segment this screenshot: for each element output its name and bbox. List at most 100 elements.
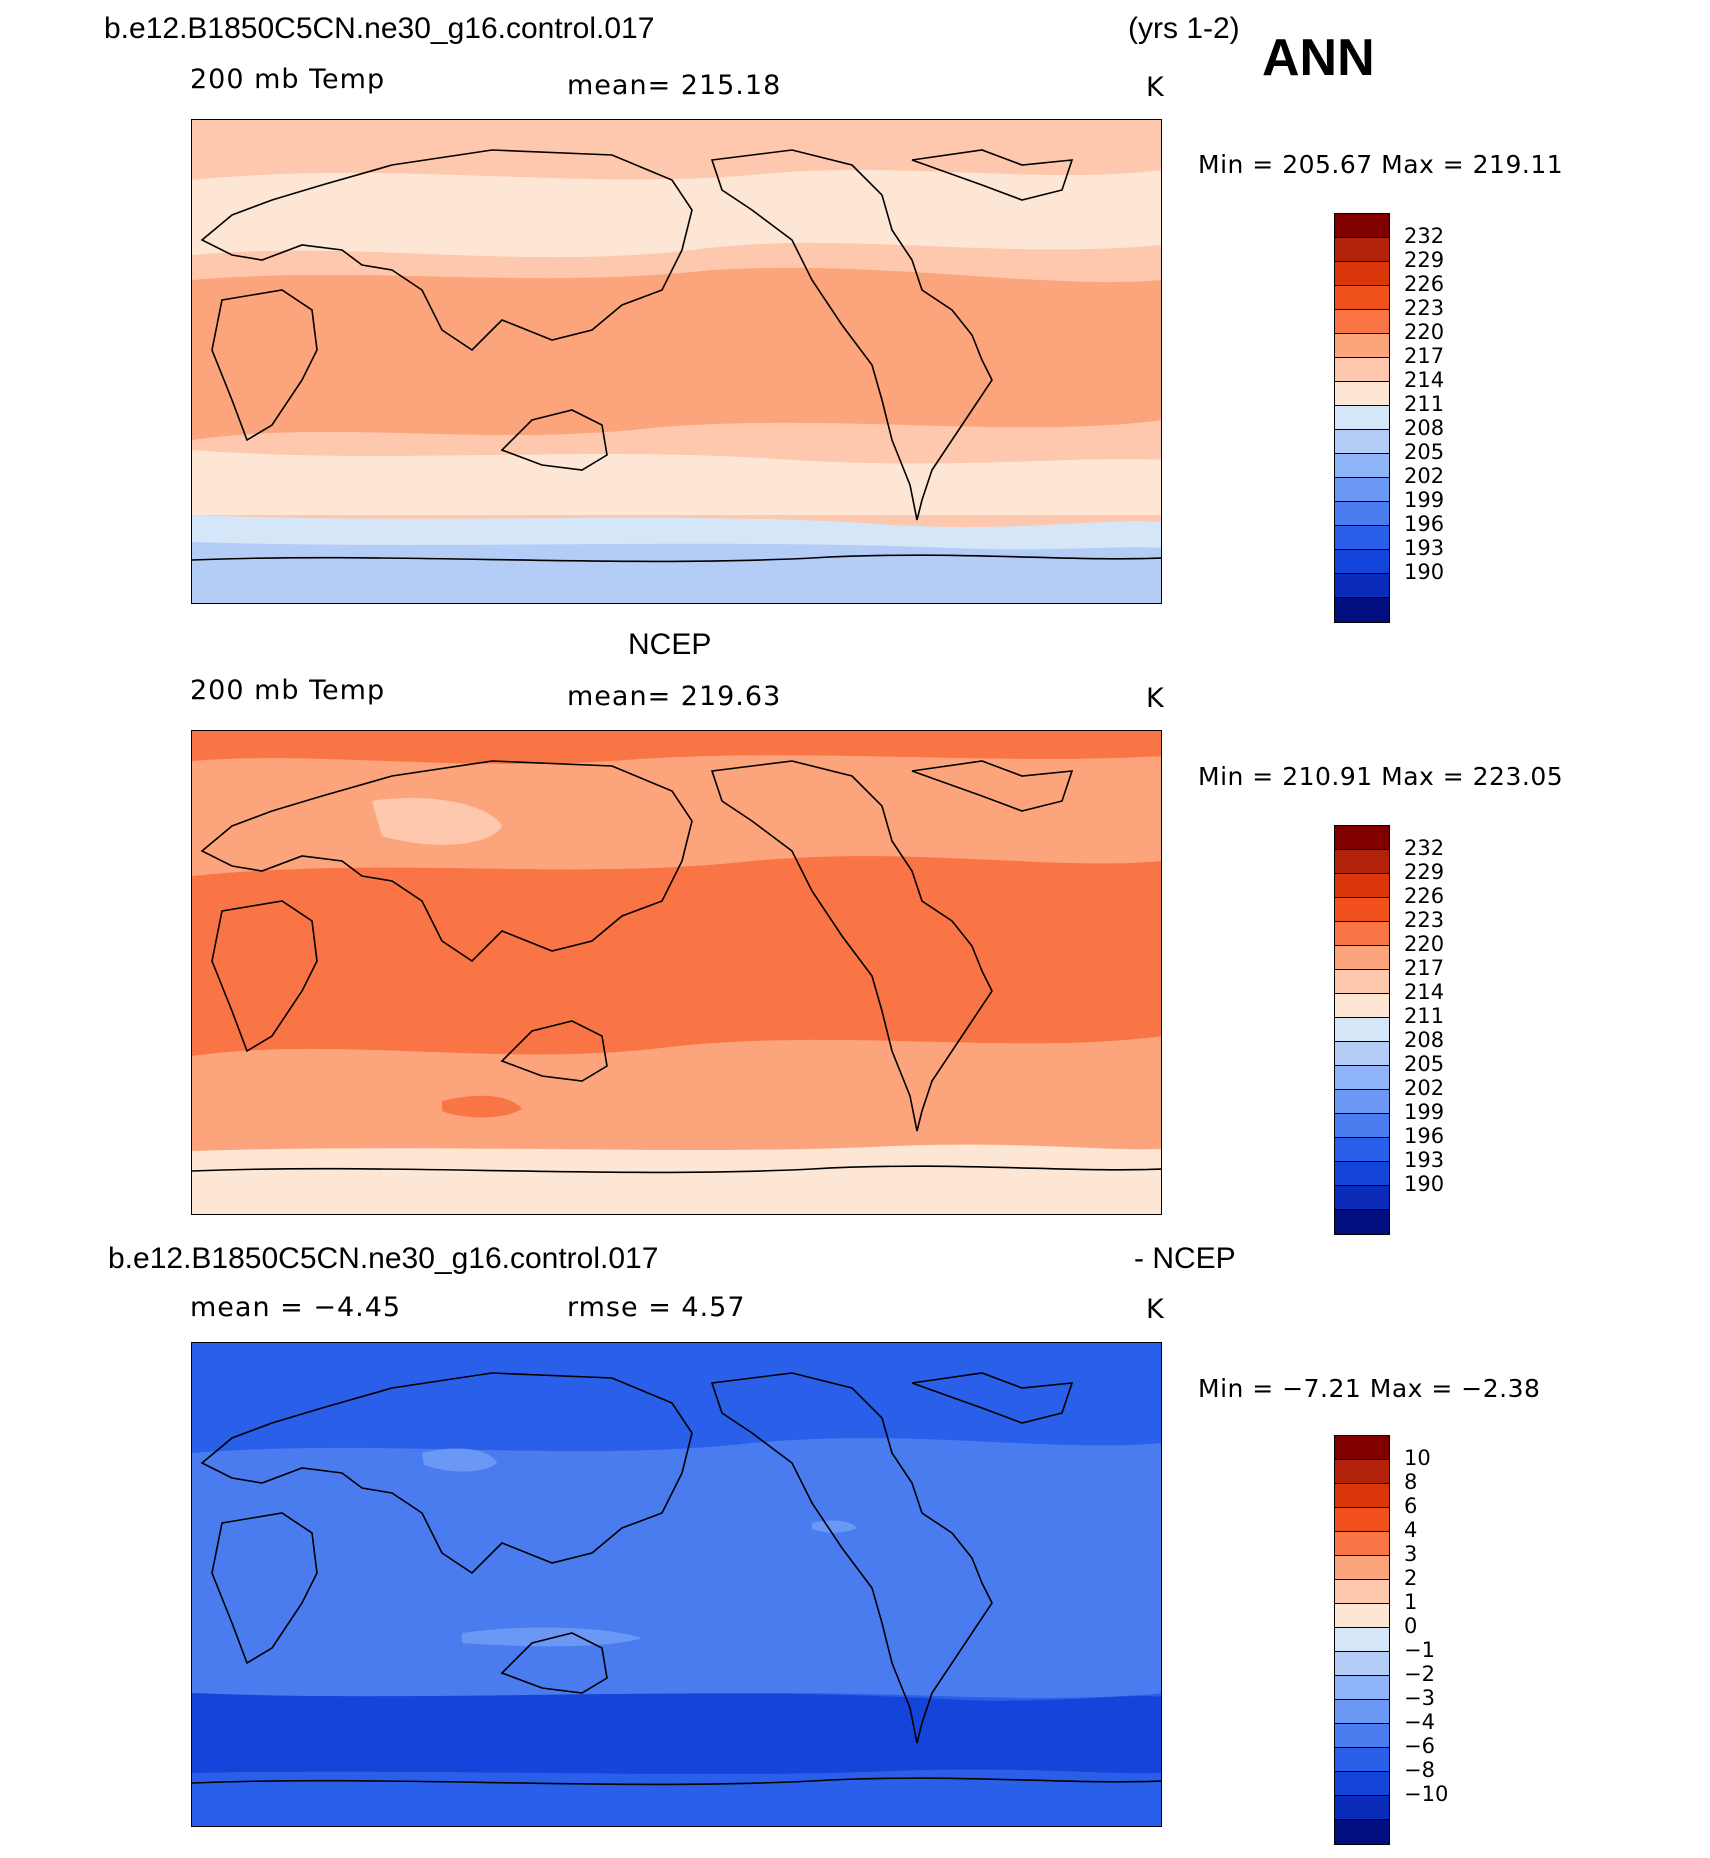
colorbar-label: 8 bbox=[1404, 1470, 1418, 1494]
colorbar-label: 229 bbox=[1404, 248, 1445, 272]
years-label: (yrs 1-2) bbox=[1128, 12, 1240, 45]
colorbar-label: 202 bbox=[1404, 1076, 1445, 1100]
colorbar-swatch bbox=[1335, 550, 1389, 574]
colorbar-label: 217 bbox=[1404, 344, 1445, 368]
colorbar-label: 220 bbox=[1404, 320, 1445, 344]
colorbar-swatch bbox=[1335, 334, 1389, 358]
colorbar-label: 232 bbox=[1404, 224, 1445, 248]
colorbar-label: 205 bbox=[1404, 1052, 1445, 1076]
colorbar-label: 208 bbox=[1404, 1028, 1445, 1052]
colorbar-label: −2 bbox=[1404, 1662, 1435, 1686]
colorbar-label: −3 bbox=[1404, 1686, 1435, 1710]
colorbar-swatch bbox=[1335, 1676, 1389, 1700]
colorbar-swatch bbox=[1335, 1090, 1389, 1114]
colorbar-label: 205 bbox=[1404, 440, 1445, 464]
colorbar-swatch bbox=[1335, 1460, 1389, 1484]
colorbar-label: 193 bbox=[1404, 1148, 1445, 1172]
panel3-patch-australia bbox=[462, 1627, 642, 1647]
colorbar-label: 0 bbox=[1404, 1614, 1418, 1638]
colorbar-label: 214 bbox=[1404, 368, 1445, 392]
colorbar-label: 223 bbox=[1404, 908, 1445, 932]
colorbar-label: −8 bbox=[1404, 1758, 1435, 1782]
colorbar-label: 6 bbox=[1404, 1494, 1418, 1518]
panel3-map-svg bbox=[192, 1343, 1161, 1826]
panel1-map bbox=[191, 119, 1162, 604]
panel1-mean: mean= 215.18 bbox=[567, 70, 782, 101]
colorbar-label: 226 bbox=[1404, 272, 1445, 296]
colorbar-swatch bbox=[1335, 406, 1389, 430]
panel2-band-polar bbox=[192, 1144, 1161, 1214]
panel3-map bbox=[191, 1342, 1162, 1827]
panel1-minmax: Min = 205.67 Max = 219.11 bbox=[1198, 150, 1564, 179]
panel1-band-south bbox=[192, 450, 1161, 515]
colorbar-label: 211 bbox=[1404, 392, 1445, 416]
panel3-title-right: - NCEP bbox=[1134, 1242, 1236, 1275]
panel2-field-label: 200 mb Temp bbox=[190, 675, 386, 706]
colorbar-swatch bbox=[1335, 526, 1389, 550]
colorbar-swatch bbox=[1335, 1138, 1389, 1162]
colorbar-label: 196 bbox=[1404, 1124, 1445, 1148]
colorbar-swatch bbox=[1335, 1114, 1389, 1138]
colorbar-swatch bbox=[1335, 1724, 1389, 1748]
colorbar-swatch bbox=[1335, 598, 1389, 622]
colorbar-label: 202 bbox=[1404, 464, 1445, 488]
colorbar-swatch bbox=[1335, 574, 1389, 598]
colorbar-swatch bbox=[1335, 922, 1389, 946]
colorbar-label: 193 bbox=[1404, 536, 1445, 560]
panel2-patch-south bbox=[442, 1095, 522, 1118]
panel3-patch-pacific bbox=[812, 1520, 857, 1533]
panel2-band-tropics bbox=[192, 856, 1161, 1056]
colorbar-swatch bbox=[1335, 1210, 1389, 1234]
colorbar-swatch bbox=[1335, 1796, 1389, 1820]
panel1-colorbar bbox=[1334, 213, 1390, 623]
panel1-band-north bbox=[192, 170, 1161, 258]
colorbar-swatch bbox=[1335, 358, 1389, 382]
colorbar-swatch bbox=[1335, 1748, 1389, 1772]
colorbar-label: 226 bbox=[1404, 884, 1445, 908]
case-title: b.e12.B1850C5CN.ne30_g16.control.017 bbox=[104, 12, 655, 45]
colorbar-label: 1 bbox=[1404, 1590, 1418, 1614]
panel2-colorbar bbox=[1334, 825, 1390, 1235]
colorbar-swatch bbox=[1335, 1628, 1389, 1652]
colorbar-label: 196 bbox=[1404, 512, 1445, 536]
panel2-coastlines bbox=[192, 760, 1161, 1174]
colorbar-label: 214 bbox=[1404, 980, 1445, 1004]
colorbar-swatch bbox=[1335, 214, 1389, 238]
colorbar-label: −6 bbox=[1404, 1734, 1435, 1758]
colorbar-swatch bbox=[1335, 970, 1389, 994]
colorbar-label: 229 bbox=[1404, 860, 1445, 884]
panel3-mean: mean = −4.45 bbox=[190, 1292, 402, 1323]
colorbar-swatch bbox=[1335, 1700, 1389, 1724]
panel2-mean: mean= 219.63 bbox=[567, 681, 782, 712]
colorbar-swatch bbox=[1335, 1604, 1389, 1628]
panel3-coastlines bbox=[192, 1372, 1161, 1786]
colorbar-label: 199 bbox=[1404, 1100, 1445, 1124]
colorbar-swatch bbox=[1335, 946, 1389, 970]
panel3-colorbar bbox=[1334, 1435, 1390, 1845]
panel3-patch-asia bbox=[422, 1448, 497, 1472]
colorbar-swatch bbox=[1335, 1042, 1389, 1066]
panel2-map-svg bbox=[192, 731, 1161, 1214]
panel2-units: K bbox=[1146, 683, 1165, 714]
colorbar-label: −1 bbox=[1404, 1638, 1435, 1662]
colorbar-label: 190 bbox=[1404, 1172, 1445, 1196]
panel3-title-left: b.e12.B1850C5CN.ne30_g16.control.017 bbox=[108, 1242, 659, 1275]
colorbar-swatch bbox=[1335, 1580, 1389, 1604]
colorbar-swatch bbox=[1335, 1162, 1389, 1186]
panel1-coastlines bbox=[192, 149, 1161, 563]
colorbar-label: 10 bbox=[1404, 1446, 1431, 1470]
colorbar-swatch bbox=[1335, 262, 1389, 286]
colorbar-label: 2 bbox=[1404, 1566, 1418, 1590]
colorbar-swatch bbox=[1335, 382, 1389, 406]
colorbar-swatch bbox=[1335, 994, 1389, 1018]
panel1-band-tropics bbox=[192, 267, 1161, 440]
colorbar-label: 199 bbox=[1404, 488, 1445, 512]
colorbar-label: 223 bbox=[1404, 296, 1445, 320]
colorbar-swatch bbox=[1335, 1556, 1389, 1580]
colorbar-label: 220 bbox=[1404, 932, 1445, 956]
panel3-rmse: rmse = 4.57 bbox=[567, 1292, 746, 1323]
panel1-units: K bbox=[1146, 72, 1165, 103]
panel3-band-mid bbox=[192, 1438, 1161, 1703]
colorbar-swatch bbox=[1335, 1820, 1389, 1844]
colorbar-label: 211 bbox=[1404, 1004, 1445, 1028]
